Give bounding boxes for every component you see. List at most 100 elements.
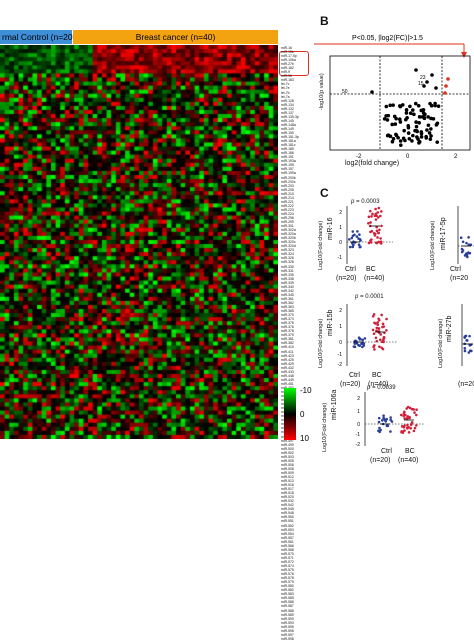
data-point: [367, 215, 371, 219]
row-label: miR-598: [281, 636, 294, 641]
n-ctrl-4: (n=20: [458, 381, 474, 388]
y-tick-label: -1: [338, 352, 343, 358]
volcano-point: [404, 111, 409, 115]
data-point: [355, 342, 359, 345]
row-label: miR-15b: [281, 50, 294, 55]
volcano-point: [412, 112, 416, 117]
volcano-point: [419, 108, 424, 113]
data-point: [350, 236, 354, 240]
n-ctrl-1: (n=20): [336, 275, 357, 282]
volcano-point: [406, 124, 411, 128]
row-label: miR-181c: [281, 143, 296, 148]
ctrl-label-5: Ctrl: [381, 448, 392, 455]
data-point: [378, 426, 381, 430]
volcano-point: [411, 108, 415, 112]
data-point: [367, 221, 370, 225]
volcano-point: [403, 117, 408, 122]
row-label: miR-200c: [281, 179, 296, 184]
volcano-point: [397, 117, 402, 122]
data-point: [380, 419, 384, 422]
normal-control-header: rmal Control (n=20): [0, 30, 76, 44]
data-point: [353, 345, 357, 349]
row-label: miR-302a: [281, 228, 296, 233]
data-point: [463, 335, 467, 338]
data-point: [382, 417, 386, 420]
volcano-point: [434, 86, 438, 90]
colorbar-bottom-label: 10: [300, 434, 309, 443]
row-label: miR-410: [281, 345, 294, 350]
row-label: miR-432: [281, 365, 294, 370]
data-point: [360, 342, 364, 345]
volcano-point: [419, 135, 424, 139]
volcano-point: [393, 122, 398, 126]
data-point: [408, 406, 412, 410]
row-label: miR-106a: [281, 58, 296, 63]
data-point: [363, 337, 367, 340]
volcano-point: [408, 104, 412, 109]
row-label: miR-338: [281, 276, 294, 281]
volcano-point: [444, 84, 448, 88]
data-point: [377, 206, 381, 210]
volcano-point: [429, 134, 433, 138]
n-bc-5: (n=40): [398, 457, 419, 464]
volcano-point: [407, 136, 412, 141]
row-label: miR-382: [281, 341, 294, 346]
data-point: [385, 329, 388, 332]
data-point: [465, 254, 469, 257]
row-label: miR-378: [281, 329, 294, 334]
row-label: miR-224: [281, 211, 294, 216]
ylabel-mir15b: Log10(Fold change): [318, 318, 324, 368]
data-point: [359, 239, 362, 242]
row-label: miR-222: [281, 203, 294, 208]
volcano-point: [382, 117, 387, 121]
data-point: [376, 323, 380, 327]
y-tick-label: 1: [357, 409, 360, 415]
row-label: miR-320b: [281, 236, 296, 241]
volcano-point: [417, 141, 421, 145]
volcano-xtick-1: -2: [356, 154, 362, 160]
volcano-point: [426, 115, 430, 119]
data-point: [380, 224, 383, 228]
volcano-point: [390, 122, 394, 127]
row-label: miR-16: [281, 46, 292, 50]
row-label: miR-411: [281, 349, 294, 354]
y-tick-label: 2: [339, 308, 342, 314]
data-point: [372, 312, 376, 316]
data-point: [379, 338, 382, 342]
row-label: miR-203: [281, 183, 294, 188]
data-point: [376, 321, 379, 324]
data-point: [361, 338, 364, 342]
row-label: miR-193a: [281, 159, 296, 164]
row-label: miR-339: [281, 280, 294, 285]
row-label: miR-376: [281, 325, 294, 330]
volcano-point: [424, 136, 429, 140]
data-point: [356, 230, 359, 233]
row-label: miR-425: [281, 357, 294, 362]
data-point: [370, 215, 373, 218]
data-point: [376, 330, 380, 333]
volcano-point: [404, 108, 409, 112]
data-point: [406, 415, 410, 418]
colorbar-mid-label: 0: [300, 410, 305, 419]
data-point: [380, 313, 383, 317]
pvalue-mir106a: p = 0.0039: [367, 385, 396, 391]
row-label: miR-363: [281, 305, 294, 309]
volcano-point: [402, 128, 406, 133]
data-point: [377, 318, 381, 322]
volcano-point: [425, 80, 429, 84]
volcano-point: [398, 139, 403, 143]
row-label: miR-335: [281, 272, 294, 277]
row-label: miR-27b: [281, 62, 294, 67]
data-point: [377, 327, 381, 330]
data-point: [415, 424, 418, 427]
y-tick-label: 2: [357, 396, 360, 402]
color-scale: -10 0 10: [284, 386, 312, 443]
volcano-ylabel: -log10(p value): [319, 73, 325, 110]
bc-label-1: BC: [366, 266, 376, 273]
volcano-point: [411, 133, 415, 138]
data-point: [358, 233, 361, 236]
data-point: [470, 349, 473, 353]
row-label: miR-499: [281, 442, 294, 447]
volcano-point: [398, 120, 403, 124]
data-point: [380, 340, 384, 344]
